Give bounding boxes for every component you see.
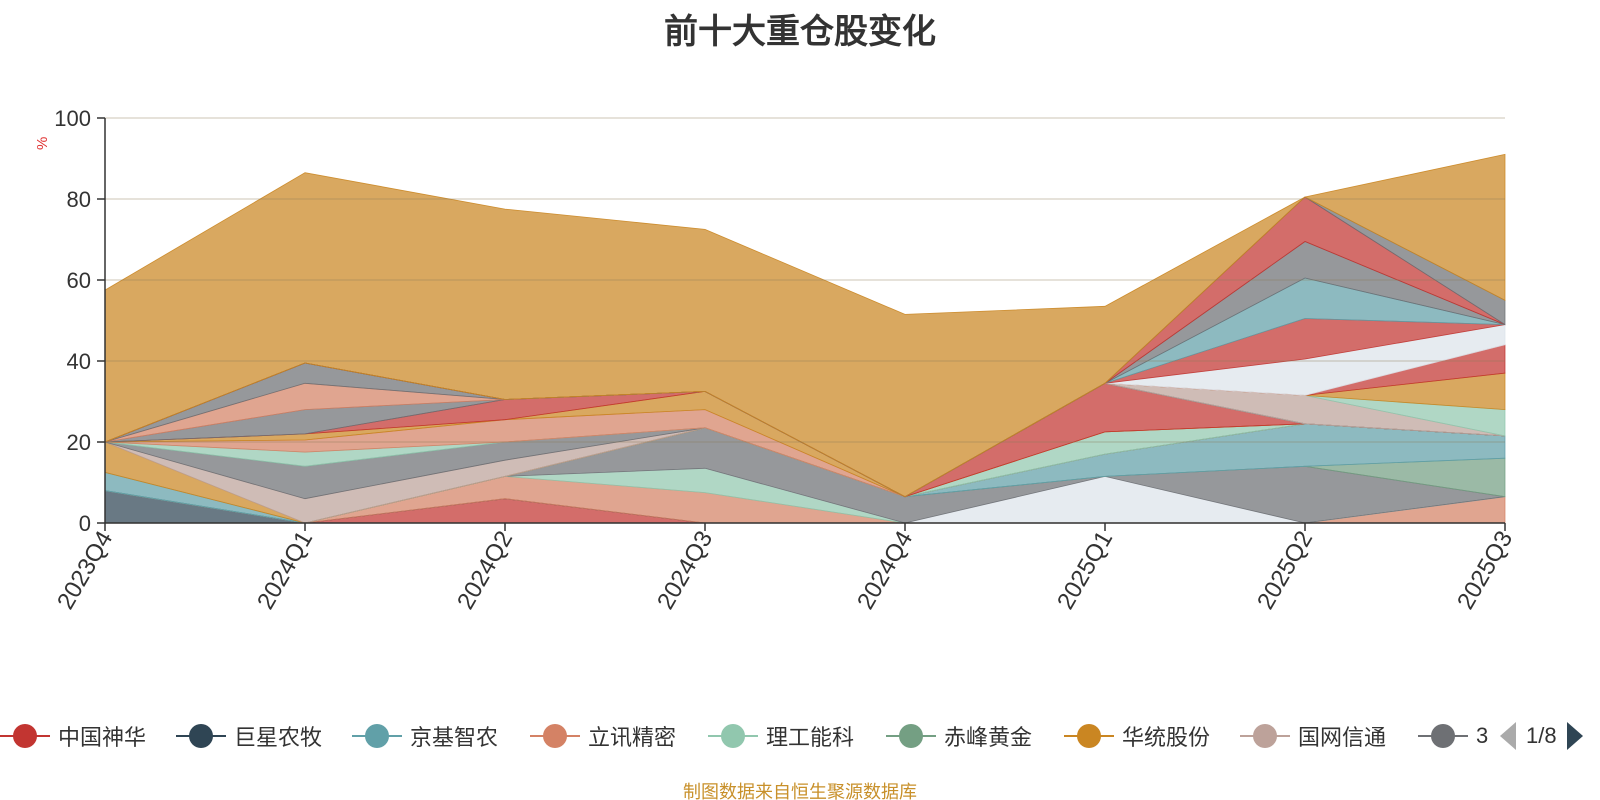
legend-item[interactable]: 3 [1418, 718, 1488, 754]
legend-label: 华统股份 [1122, 725, 1211, 750]
legend-marker-icon [886, 718, 936, 754]
legend-label: 3 [1476, 723, 1488, 748]
y-tick-label: 80 [67, 187, 91, 212]
x-tick-label: 2024Q2 [452, 527, 518, 614]
area-series-group [104, 153, 1506, 524]
x-tick-label: 2024Q1 [252, 527, 318, 614]
legend-item[interactable]: 中国神华 [0, 718, 176, 754]
legend-item[interactable]: 国网信通 [1240, 718, 1418, 754]
legend-marker-icon [1418, 718, 1468, 754]
legend-marker-icon [708, 718, 758, 754]
legend-item[interactable]: 华统股份 [1064, 718, 1240, 754]
y-tick-label: 100 [54, 106, 91, 131]
legend-item[interactable]: 赤峰黄金 [886, 718, 1064, 754]
legend-marker-icon [530, 718, 580, 754]
legend-marker-icon [176, 718, 226, 754]
legend-item[interactable]: 京基智农 [352, 718, 530, 754]
source-note: 制图数据来自恒生聚源数据库 [683, 782, 917, 800]
legend-item[interactable]: 立讯精密 [530, 718, 708, 754]
area-series-29[interactable] [104, 153, 1506, 498]
legend-label: 国网信通 [1298, 725, 1387, 750]
legend-marker-icon [352, 718, 402, 754]
x-tick-label: 2025Q3 [1452, 527, 1518, 614]
legend-label: 巨星农牧 [234, 725, 323, 750]
y-tick-label: 60 [67, 268, 91, 293]
x-tick-label: 2024Q4 [852, 527, 918, 614]
legend-prev-arrow-icon[interactable] [1500, 722, 1516, 750]
legend-page-indicator: 1/8 [1526, 723, 1557, 748]
legend-label: 立讯精密 [588, 725, 677, 750]
legend-item[interactable]: 理工能科 [708, 718, 886, 754]
legend-pager: 1/8 [1500, 718, 1583, 754]
y-tick-label: 0 [79, 511, 91, 536]
legend-marker-icon [1064, 718, 1114, 754]
legend-label: 中国神华 [58, 725, 147, 750]
legend: 中国神华 巨星农牧 京基智农 立讯精密 理工能科 赤峰黄金 华统股份 国网信通 3 [0, 718, 1600, 754]
x-tick-label: 2023Q4 [52, 527, 118, 614]
y-tick-label: 20 [67, 430, 91, 455]
legend-next-arrow-icon[interactable] [1566, 722, 1583, 750]
legend-marker-icon [1240, 718, 1290, 754]
legend-item[interactable]: 巨星农牧 [176, 718, 352, 754]
x-tick-label: 2024Q3 [652, 527, 718, 614]
legend-label: 京基智农 [410, 725, 499, 750]
y-tick-label: 40 [67, 349, 91, 374]
legend-label: 理工能科 [766, 725, 855, 750]
x-tick-label: 2025Q2 [1252, 527, 1318, 614]
stacked-area-chart: 0 20 40 60 80 100 2023Q4 2024Q1 2024Q2 2024Q3 2024… [52, 106, 1518, 614]
legend-marker-icon [0, 718, 50, 754]
chart-title: 前十大重仓股变化 [664, 13, 936, 51]
legend-label: 赤峰黄金 [944, 725, 1033, 750]
x-tick-label: 2025Q1 [1052, 527, 1118, 614]
